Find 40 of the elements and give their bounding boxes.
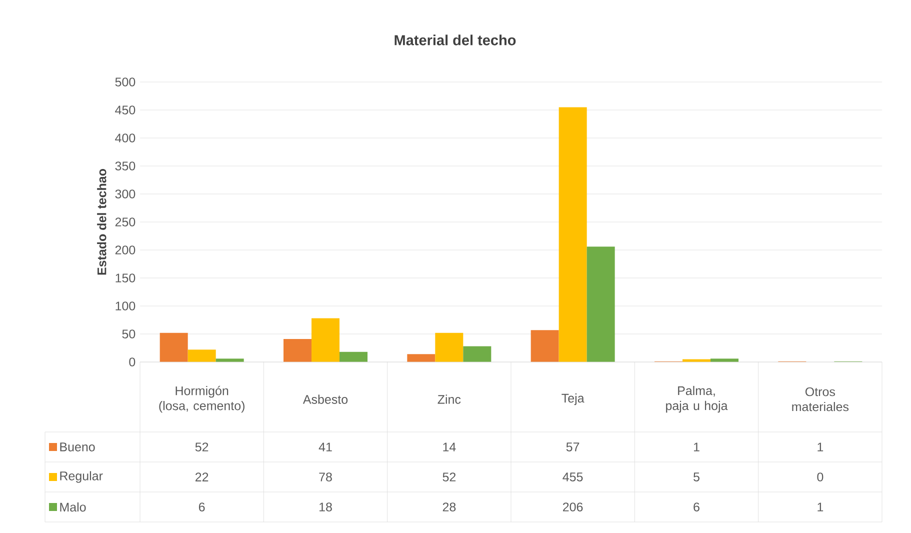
y-tick-label: 500 (115, 78, 136, 86)
data-label: 1 (694, 442, 700, 452)
data-label: 1 (818, 502, 824, 512)
data-label: 5 (694, 472, 700, 482)
y-tick-label: 0 (129, 358, 136, 366)
data-label: 52 (442, 472, 456, 482)
x-tick-label: Teja (562, 393, 584, 406)
y-tick-label: 250 (115, 218, 136, 226)
data-label: 18 (320, 502, 332, 512)
x-tick-label: Otros materiales (792, 387, 849, 412)
data-label: 52 (195, 442, 208, 452)
data-label: 28 (442, 502, 456, 512)
legend-label: Bueno (60, 442, 95, 452)
data-label: 455 (562, 472, 583, 482)
data-label: 41 (318, 442, 332, 452)
y-tick-label: 150 (116, 274, 136, 282)
x-tick-label: Zinc (438, 394, 461, 404)
x-tick-label: Hormigón (losa, cemento) (159, 386, 244, 413)
y-tick-label: 300 (115, 190, 136, 198)
data-label: 0 (817, 472, 824, 482)
x-tick-label: Asbesto (302, 394, 348, 404)
data-label: 6 (198, 502, 205, 512)
data-label: 57 (566, 442, 580, 452)
x-tick-label: Palma, paja u hoja (666, 386, 728, 413)
y-axis-title: Estado del techao (97, 169, 106, 275)
data-label: 206 (563, 502, 583, 512)
data-label: 78 (319, 472, 332, 482)
y-tick-label: 200 (115, 246, 136, 254)
legend-label: Malo (60, 502, 86, 512)
y-tick-label: 50 (122, 330, 136, 338)
data-label: 1 (818, 442, 824, 452)
y-tick-label: 100 (116, 302, 136, 310)
legend-label: Regular (60, 471, 103, 483)
data-label: 22 (195, 472, 208, 482)
data-label: 6 (694, 502, 700, 512)
chart-title: Material del techo (394, 34, 516, 46)
y-tick-label: 400 (115, 134, 136, 142)
data-label: 14 (443, 442, 456, 452)
y-tick-label: 450 (115, 106, 136, 114)
y-tick-label: 350 (115, 162, 136, 170)
